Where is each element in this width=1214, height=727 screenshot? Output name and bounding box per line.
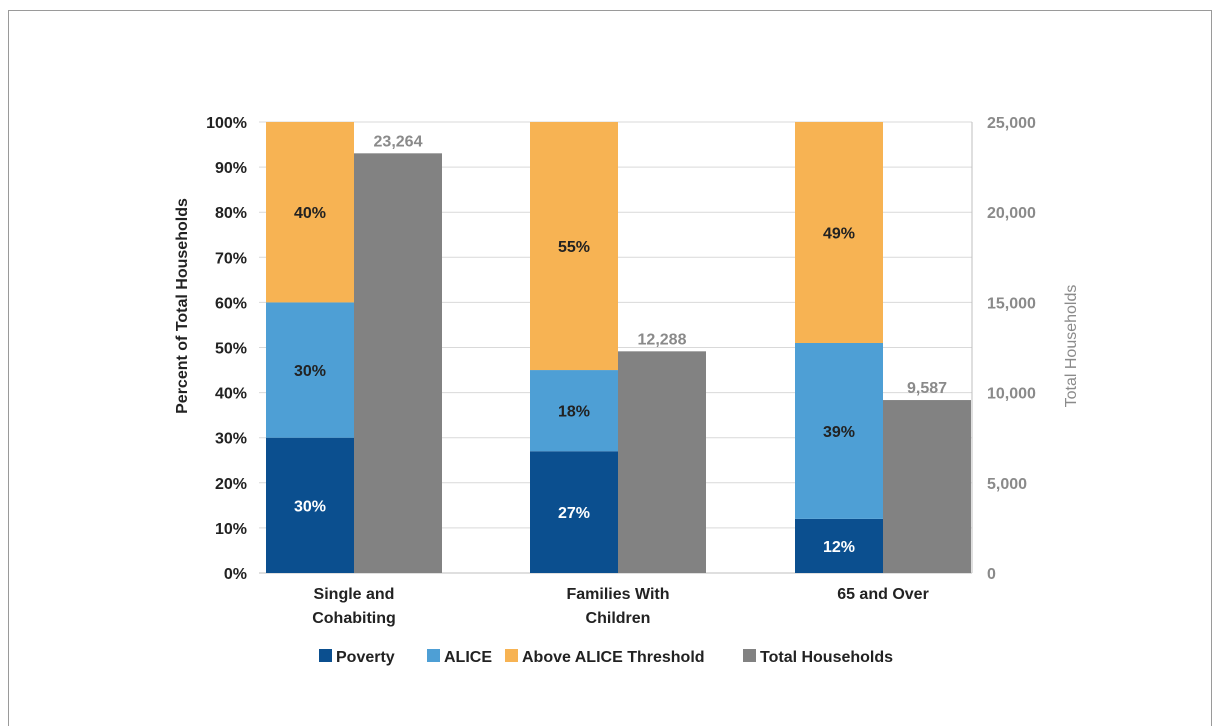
y-tick-label-left: 100%: [206, 115, 247, 132]
legend-label: Total Households: [760, 649, 893, 666]
legend-swatch: [505, 649, 518, 662]
x-category-label: Children: [586, 610, 651, 627]
chart: 0% 10% 20% 30% 40% 50% 60% 70% 80% 90% 100% 0 5,000 1…: [174, 115, 1080, 666]
data-label: 39%: [823, 424, 855, 441]
y-tick-label-left: 0%: [224, 566, 247, 583]
bar-segment-poverty: [266, 437, 354, 573]
chart-frame: 0% 10% 20% 30% 40% 50% 60% 70% 80% 90% 100% 0 5,000 1…: [8, 10, 1212, 726]
y-tick-label-right: 15,000: [987, 295, 1036, 312]
x-category-label: Families With: [567, 586, 670, 603]
legend-swatch: [743, 649, 756, 662]
data-label: 30%: [294, 363, 326, 380]
y-tick-label-left: 80%: [215, 205, 247, 222]
y-tick-label-left: 30%: [215, 431, 247, 448]
y-tick-label-left: 20%: [215, 476, 247, 493]
data-label: 40%: [294, 205, 326, 222]
y-tick-label-right: 10,000: [987, 386, 1036, 403]
data-label: 55%: [558, 239, 590, 256]
y-tick-label-left: 90%: [215, 160, 247, 177]
bar-segment-above-alice-threshold: [530, 122, 618, 371]
x-category-label: Single and: [314, 586, 395, 603]
y-tick-label-right: 5,000: [987, 476, 1027, 493]
legend-label: Poverty: [336, 649, 395, 666]
bar-segment-poverty: [530, 451, 618, 573]
y-tick-label-left: 50%: [215, 341, 247, 358]
legend-swatch: [427, 649, 440, 662]
x-category-label: 65 and Over: [837, 586, 929, 603]
y-axis-title-right: Total Households: [1063, 285, 1080, 408]
total-data-label: 9,587: [907, 380, 947, 397]
y-tick-label-right: 20,000: [987, 205, 1036, 222]
legend-label: ALICE: [444, 649, 492, 666]
total-data-label: 12,288: [638, 331, 687, 348]
bar-segment-alice: [266, 302, 354, 438]
data-label: 18%: [558, 404, 590, 421]
bar-segment-alice: [530, 370, 618, 452]
y-axis-title-left: Percent of Total Households: [174, 198, 191, 414]
bar-total-households: [618, 351, 706, 573]
legend-swatch: [319, 649, 332, 662]
y-tick-label-right: 25,000: [987, 115, 1036, 132]
bar-total-households: [883, 400, 971, 573]
y-tick-label-left: 10%: [215, 521, 247, 538]
bar-segment-above-alice-threshold: [795, 122, 883, 343]
y-tick-label-right: 0: [987, 566, 996, 583]
y-tick-label-left: 70%: [215, 250, 247, 267]
data-label: 27%: [558, 505, 590, 522]
x-category-label: Cohabiting: [312, 610, 396, 627]
y-tick-label-left: 40%: [215, 386, 247, 403]
data-label: 12%: [823, 539, 855, 556]
y-tick-label-left: 60%: [215, 295, 247, 312]
bar-segment-alice: [795, 342, 883, 519]
bar-total-households: [354, 153, 442, 573]
data-label: 49%: [823, 225, 855, 242]
bar-segment-poverty: [795, 518, 883, 573]
data-label: 30%: [294, 498, 326, 515]
bar-segment-above-alice-threshold: [266, 122, 354, 303]
total-data-label: 23,264: [374, 133, 423, 150]
legend-label: Above ALICE Threshold: [522, 649, 705, 666]
